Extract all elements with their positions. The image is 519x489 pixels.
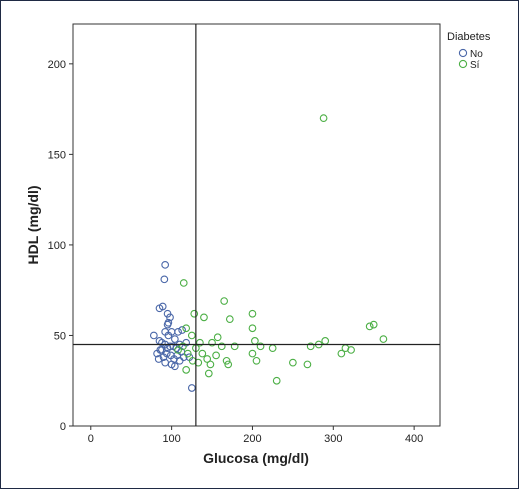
point-si-5	[200, 313, 208, 322]
legend-marker-si	[458, 59, 468, 69]
point-si-13	[208, 338, 216, 347]
point-si-10	[213, 333, 222, 342]
legend-title: Diabetes	[447, 31, 491, 43]
point-no-30	[154, 355, 163, 363]
point-si-22	[369, 320, 378, 329]
point-si-8	[248, 324, 257, 333]
point-si-45	[198, 349, 207, 358]
point-si-4	[190, 309, 199, 318]
point-si-15	[230, 342, 239, 351]
y-tick-label-100: 100	[48, 240, 66, 252]
y-tick-label-50: 50	[54, 330, 66, 342]
legend: Diabetes No Sí	[447, 31, 491, 71]
point-si-23	[379, 335, 388, 343]
point-no-25	[162, 349, 171, 358]
point-si-36	[222, 356, 231, 365]
x-tick-label-400: 400	[405, 433, 423, 445]
point-si-25	[347, 346, 355, 354]
point-no-12	[171, 335, 179, 343]
point-si-21	[365, 322, 374, 331]
plot-area	[72, 23, 441, 427]
point-si-26	[337, 349, 346, 358]
legend-label-no: No	[470, 49, 483, 60]
point-si-1	[179, 279, 188, 287]
point-si-32	[203, 355, 212, 363]
point-si-7	[182, 324, 191, 333]
point-si-14	[217, 342, 226, 351]
point-no-37	[187, 384, 196, 392]
point-no-40	[158, 346, 166, 354]
point-si-43	[272, 376, 281, 385]
point-no-33	[171, 362, 179, 371]
legend-label-si: Sí	[470, 60, 480, 71]
x-tick-label-200: 200	[243, 433, 261, 445]
point-si-28	[179, 342, 187, 351]
point-si-3	[248, 309, 257, 318]
point-si-16	[256, 342, 265, 351]
axis-ticks: 0 100 200 300 400 0 50 100 150 200	[48, 59, 424, 445]
point-si-38	[252, 356, 261, 365]
x-axis-title: Glucosa (mg/dl)	[203, 450, 309, 466]
point-si-35	[224, 360, 233, 369]
x-tick-label-0: 0	[88, 433, 94, 445]
point-si-42	[204, 369, 213, 378]
point-si-37	[248, 349, 257, 358]
y-tick-label-200: 200	[48, 59, 66, 71]
y-tick-label-150: 150	[48, 149, 66, 161]
x-tick-label-100: 100	[162, 433, 180, 445]
point-si-34	[212, 351, 220, 360]
point-si-20	[306, 342, 315, 351]
x-tick-label-300: 300	[324, 433, 342, 445]
point-si-39	[289, 358, 297, 367]
point-no-5	[166, 313, 174, 322]
point-no-7	[163, 320, 172, 329]
point-si-6	[225, 315, 234, 324]
point-si-40	[303, 360, 312, 369]
reference-lines	[73, 24, 440, 426]
point-si-27	[174, 346, 182, 354]
point-si-2	[220, 297, 229, 305]
point-no-1	[160, 275, 169, 284]
point-si-31	[194, 358, 203, 367]
y-tick-label-0: 0	[60, 421, 66, 433]
point-si-12	[196, 338, 204, 347]
legend-marker-no	[458, 48, 468, 58]
point-si-29	[183, 349, 192, 358]
point-no-3	[155, 304, 164, 313]
point-si-0	[319, 114, 328, 123]
point-si-33	[206, 360, 215, 369]
point-no-0	[161, 260, 170, 269]
point-si-41	[182, 366, 191, 374]
point-no-14	[178, 326, 186, 334]
point-no-8	[149, 331, 158, 340]
y-axis-title: HDL (mg/dl)	[25, 185, 41, 264]
point-no-13	[174, 327, 182, 336]
point-si-9	[187, 331, 196, 340]
